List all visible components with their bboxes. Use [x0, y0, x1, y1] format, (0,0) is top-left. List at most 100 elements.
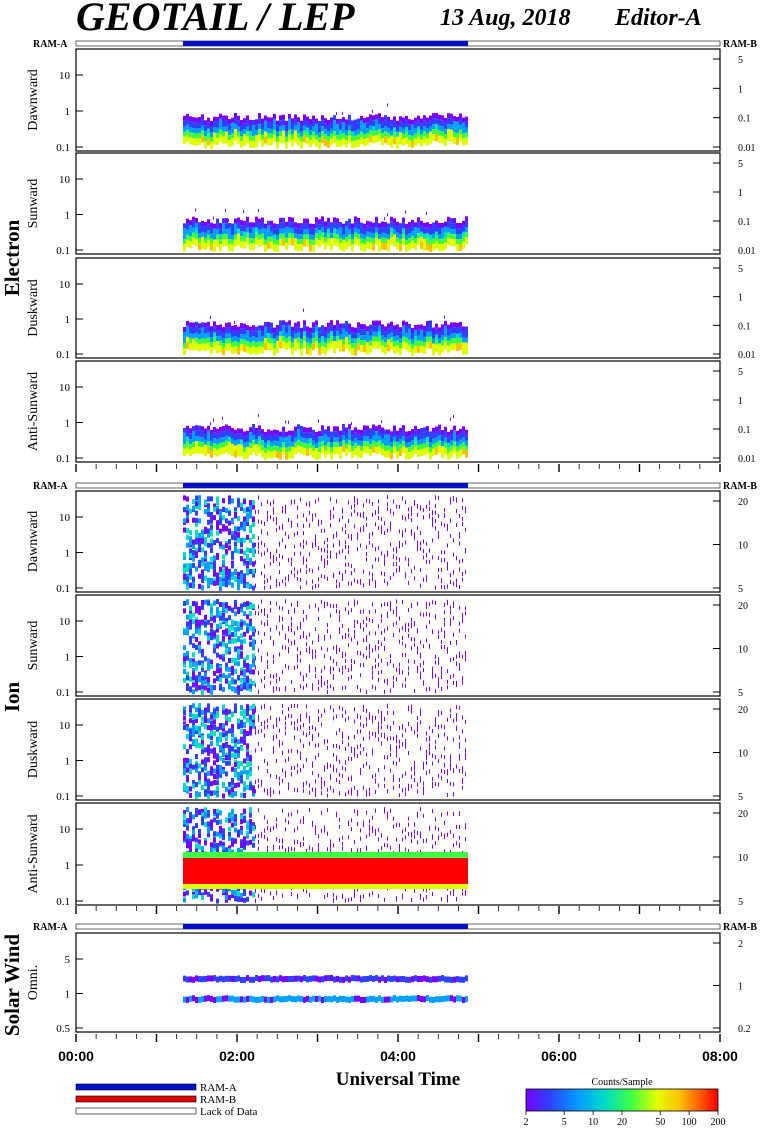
spectrogram-cell	[414, 637, 415, 642]
spectrogram-cell	[219, 615, 222, 621]
spectrogram-cell	[237, 238, 240, 246]
spectrogram-cell	[324, 221, 327, 227]
spectrogram-cell	[354, 438, 357, 444]
spectrogram-cell	[231, 325, 234, 331]
spectrogram-cell	[210, 735, 213, 741]
spectrogram-cell	[306, 540, 307, 545]
spectrogram-cell	[312, 734, 313, 739]
spectrogram-cell	[324, 347, 327, 355]
left-tick-label: 1	[65, 418, 71, 430]
spectrogram-cell	[396, 599, 397, 604]
spectrogram-cell	[444, 508, 445, 513]
spectrogram-cell	[240, 428, 243, 434]
spectrogram-cell	[375, 778, 376, 783]
spectrogram-cell	[354, 119, 357, 125]
spectrogram-cell	[195, 138, 198, 146]
spectrogram-cell	[186, 229, 189, 235]
spectrogram-cell	[222, 581, 225, 587]
spectrogram-cell	[273, 688, 274, 693]
spectrogram-cell	[189, 536, 192, 542]
spectrogram-cell	[330, 516, 331, 521]
spectrogram-cell	[270, 322, 273, 328]
spectrogram-cell	[438, 773, 439, 778]
spectrogram-cell	[315, 603, 316, 608]
left-tick-label: 10	[59, 70, 71, 82]
spectrogram-cell	[399, 127, 402, 133]
spectrogram-cell	[189, 220, 192, 226]
spectrogram-cell	[402, 325, 405, 332]
spectrogram-cell	[267, 327, 270, 333]
spectrogram-cell	[456, 132, 459, 138]
spectrogram-cell	[189, 563, 192, 569]
spectrogram-cell	[312, 585, 313, 590]
spectrogram-cell	[222, 218, 225, 224]
spectrogram-cell	[192, 682, 195, 688]
spectrogram-cell	[375, 790, 376, 794]
spectrogram-cell	[462, 715, 463, 720]
spectrogram-cell	[216, 524, 219, 530]
spectrogram-cell	[321, 722, 322, 727]
spectrogram-cell	[243, 669, 246, 675]
spectrogram-cell	[282, 125, 285, 131]
spectrogram-cell	[213, 326, 216, 333]
spectrogram-cell	[417, 726, 418, 731]
spectrogram-cell	[381, 138, 384, 146]
spectrogram-cell	[459, 129, 462, 135]
spectrogram-cell	[390, 524, 391, 529]
spectrogram-cell	[186, 129, 189, 135]
spectrogram-cell	[192, 601, 195, 607]
spectrogram-cell	[432, 338, 435, 344]
spectrogram-cell	[414, 430, 417, 437]
spectrogram-cell	[369, 237, 372, 243]
spectrogram-cell	[390, 688, 391, 693]
spectrogram-cell	[249, 135, 252, 141]
spectrogram-cell	[222, 709, 225, 715]
spectrogram-cell	[189, 508, 192, 514]
spectrogram-cell	[435, 437, 438, 443]
spectrogram-cell	[312, 126, 315, 132]
spectrogram-cell	[321, 216, 324, 222]
spectrogram-cell	[189, 705, 192, 711]
spectrogram-cell	[381, 340, 384, 346]
spectrogram-cell	[258, 234, 261, 240]
spectrogram-cell	[453, 632, 454, 637]
spectrogram-cell	[195, 517, 198, 523]
spectrogram-cell	[231, 724, 234, 730]
spectrogram-cell	[231, 574, 234, 580]
spectrogram-cell	[438, 661, 439, 665]
spectrogram-cell	[348, 119, 351, 126]
spectrogram-cell	[189, 137, 192, 145]
spectrogram-cell	[204, 761, 207, 767]
spectrogram-cell	[378, 244, 381, 252]
spectrogram-cell	[321, 126, 324, 132]
right-tick-label: 0.1	[738, 217, 751, 228]
spectrogram-cell	[438, 435, 441, 441]
spectrogram-cell	[363, 609, 364, 614]
spectrogram-cell	[462, 522, 463, 526]
spectrogram-cell	[192, 426, 195, 432]
spectrogram-cell	[285, 442, 288, 448]
spectrogram-cell	[186, 626, 189, 632]
spectrogram-cell	[243, 231, 246, 237]
spectrogram-cell	[339, 630, 340, 634]
spectrogram-cell	[273, 223, 276, 229]
spectrogram-cell	[300, 141, 303, 149]
spectrogram-cell	[207, 658, 210, 664]
spectrogram-cell	[276, 244, 279, 252]
spectrogram-cell	[222, 845, 225, 851]
spectrogram-cell	[192, 619, 195, 625]
spectrogram-cell	[366, 138, 369, 146]
spectrogram-cell	[198, 622, 201, 628]
spectrogram-cell	[276, 125, 279, 132]
spectrogram-cell	[411, 617, 412, 622]
spectrogram-cell	[264, 611, 265, 616]
spectrogram-cell	[216, 449, 219, 457]
spectrogram-cell	[438, 440, 441, 446]
spectrogram-cell	[183, 573, 186, 579]
spectrogram-cell	[309, 523, 310, 527]
spectrogram-cell	[192, 216, 195, 222]
spectrogram-cell	[306, 116, 309, 122]
spectrogram-cell	[417, 136, 420, 144]
spectrogram-cell	[231, 632, 234, 638]
spectrogram-cell	[387, 244, 390, 252]
